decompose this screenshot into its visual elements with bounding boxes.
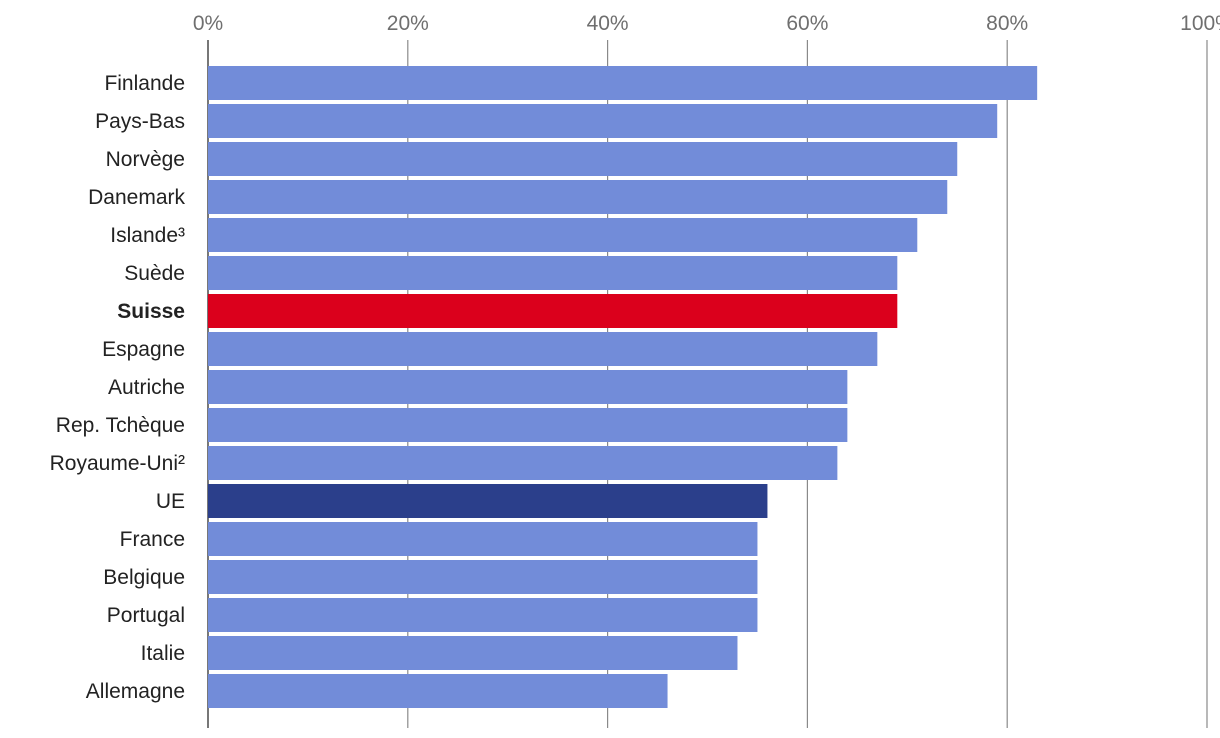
bar-france bbox=[208, 522, 758, 556]
bar-portugal bbox=[208, 598, 758, 632]
category-label-italie: Italie bbox=[141, 642, 185, 665]
category-label-belgique: Belgique bbox=[103, 566, 185, 589]
x-tick-label: 20% bbox=[387, 12, 429, 35]
bar-ue bbox=[208, 484, 768, 518]
x-tick-label: 80% bbox=[986, 12, 1028, 35]
category-label-suede: Suède bbox=[124, 262, 185, 285]
category-label-royaume-uni: Royaume-Uni² bbox=[50, 452, 185, 475]
category-label-rep-tcheque: Rep. Tchèque bbox=[56, 414, 185, 437]
category-label-norvege: Norvège bbox=[106, 148, 185, 171]
category-label-espagne: Espagne bbox=[102, 338, 185, 361]
category-label-layer: Finlande Pays-Bas Norvège Danemark Islande³ S… bbox=[50, 72, 186, 703]
category-label-pays-bas: Pays-Bas bbox=[95, 110, 185, 133]
bar-danemark bbox=[208, 180, 948, 214]
x-tick-label: 100% bbox=[1180, 12, 1220, 35]
category-label-suisse: Suisse bbox=[117, 300, 185, 323]
bar-allemagne bbox=[208, 674, 668, 708]
bar-espagne bbox=[208, 332, 878, 366]
bar-finlande bbox=[208, 66, 1038, 100]
bar-norvege bbox=[208, 142, 958, 176]
bar-belgique bbox=[208, 560, 758, 594]
bar-suede bbox=[208, 256, 898, 290]
bar-rep-tcheque bbox=[208, 408, 848, 442]
bar-royaume-uni bbox=[208, 446, 838, 480]
bar-suisse bbox=[208, 294, 898, 328]
tick-label-layer: 0% 20% 40% 60% 80% 100% bbox=[193, 12, 1220, 35]
category-label-france: France bbox=[120, 528, 185, 551]
bar-italie bbox=[208, 636, 738, 670]
category-label-islande: Islande³ bbox=[110, 224, 185, 247]
category-label-ue: UE bbox=[156, 490, 185, 513]
x-tick-label: 60% bbox=[786, 12, 828, 35]
category-label-portugal: Portugal bbox=[107, 604, 185, 627]
x-tick-label: 40% bbox=[587, 12, 629, 35]
category-label-allemagne: Allemagne bbox=[86, 680, 185, 703]
x-tick-label: 0% bbox=[193, 12, 223, 35]
category-label-finlande: Finlande bbox=[104, 72, 185, 95]
bar-islande bbox=[208, 218, 918, 252]
bar-autriche bbox=[208, 370, 848, 404]
category-label-autriche: Autriche bbox=[108, 376, 185, 399]
bar-layer bbox=[208, 66, 1038, 708]
bar-pays-bas bbox=[208, 104, 998, 138]
category-label-danemark: Danemark bbox=[88, 186, 185, 209]
